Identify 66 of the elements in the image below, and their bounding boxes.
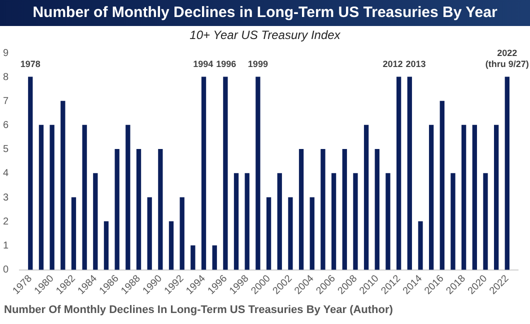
annotation: 2012 [382,59,403,70]
annotation: 2013 [406,59,426,70]
annotation: 1996 [216,59,236,70]
bar [428,124,434,270]
bar [440,100,444,270]
y-tick-label: 5 [3,144,9,156]
bar [342,149,347,270]
annotation: 1999 [248,59,268,70]
bar [418,221,423,270]
bar [472,124,477,270]
bar [483,173,488,270]
bar [266,197,272,270]
bar [223,76,228,270]
bar [60,100,66,270]
bar [190,245,196,270]
annotation: 1994 [193,59,214,70]
annotation: 1978 [20,59,40,70]
bar [158,149,163,270]
bar [147,197,152,270]
chart-title: Number of Monthly Declines in Long-Term US Treasuries By Year [0,0,530,26]
bar [168,221,174,270]
y-tick-label: 0 [3,264,9,276]
chart-subtitle: 10+ Year US Treasury Index [188,27,342,44]
bar [450,173,456,270]
y-tick-label: 9 [3,48,9,59]
bar [201,76,206,270]
bar [310,197,314,270]
bar [93,173,98,270]
bar [298,149,304,270]
bar [114,149,120,270]
y-tick-label: 6 [3,120,9,132]
bar [212,245,217,270]
bar [104,221,109,270]
y-tick-label: 1 [3,240,9,252]
bar [136,149,142,270]
bar [364,124,369,270]
bar [407,76,412,270]
bar [82,124,87,270]
bar [494,124,499,270]
bar [180,197,184,270]
y-tick-label: 8 [3,72,9,83]
bar [504,76,510,270]
bar [71,197,76,270]
bar [320,149,326,270]
bar [50,124,54,270]
bar [374,149,380,270]
bar [288,197,293,270]
bar [461,124,466,270]
bar [331,173,336,270]
y-tick-label: 3 [3,192,9,204]
annotation: 2022 [497,48,518,58]
bar [244,173,250,270]
bar [353,173,358,270]
y-tick-label: 7 [3,96,9,107]
bar [386,173,390,270]
annotation: (thru 9/27) [485,59,529,70]
bar [396,76,402,270]
y-tick-label: 2 [3,216,9,228]
bar [277,173,282,270]
bar [256,76,260,270]
bar [234,173,239,270]
text: Number Of Monthly Declines In Long-Term US Treasuries By Year (Author) [3,303,394,318]
bar [126,124,130,270]
bar [28,76,33,270]
bar [38,124,44,270]
y-tick-label: 4 [3,168,9,180]
